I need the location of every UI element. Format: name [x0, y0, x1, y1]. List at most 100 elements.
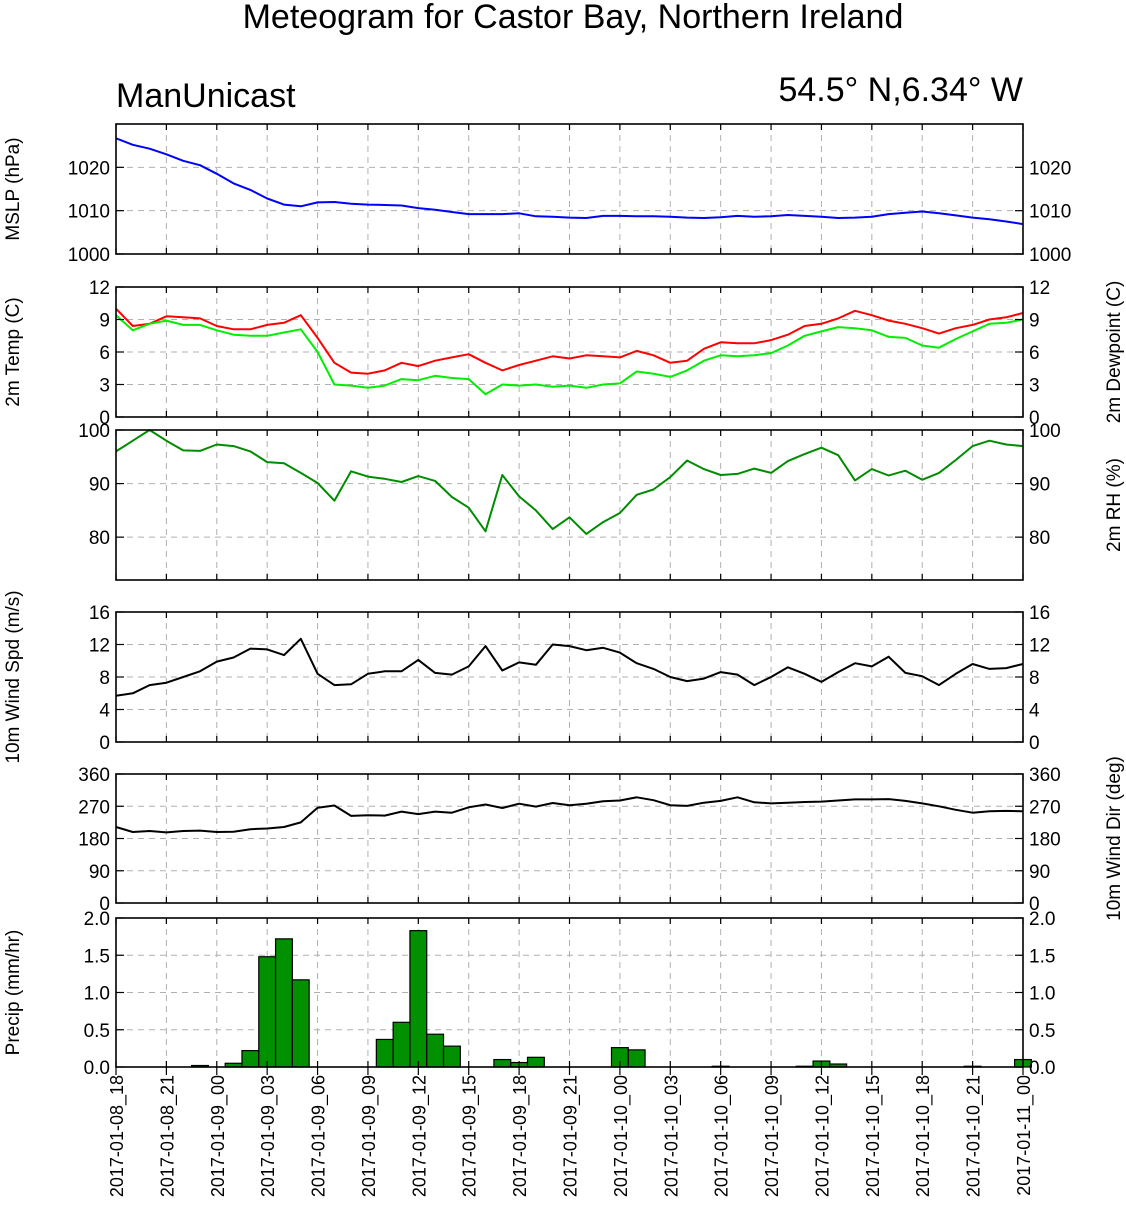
x-tick-label: 2017-01-10_21 [964, 1075, 985, 1197]
y-tick-label-right: 4 [1029, 701, 1040, 722]
temperature-dewpoint-series-line-1 [115, 314, 1024, 396]
precip-bar [375, 1038, 394, 1068]
y-tick-label-right: 270 [1029, 797, 1061, 818]
precip-bar [526, 1056, 545, 1068]
y-tick-label-right: 360 [1029, 765, 1061, 786]
wind-speed-series-line-0 [115, 637, 1024, 697]
x-tick-label: 2017-01-09_21 [561, 1075, 582, 1197]
y-tick-label-right: 1000 [1029, 245, 1071, 266]
precip-bar [258, 956, 277, 1068]
location-coordinates-label: 54.5° N,6.34° W [778, 71, 1023, 109]
y-tick-label-left: 360 [78, 765, 110, 786]
y-tick-label-right: 12 [1029, 636, 1050, 657]
y-tick-label-left: 1.0 [84, 984, 110, 1005]
temperature-dewpoint-series-line-0 [115, 308, 1024, 375]
panel-precipitation: 0.0 0.0 0.5 0.5 1.0 1.0 1.5 1.5 2.0 2.0 Precip (mm… [3, 909, 1055, 1079]
y-tick-label-left: 0 [99, 894, 110, 915]
x-tick-label: 2017-01-10_03 [661, 1075, 682, 1197]
y-axis-label-right: 2m RH (%) [1104, 458, 1125, 552]
y-tick-label-right: 6 [1029, 343, 1040, 364]
x-tick-label: 2017-01-10_15 [863, 1075, 884, 1197]
y-tick-label-right: 180 [1029, 830, 1061, 851]
x-tick-label: 2017-01-10_12 [812, 1075, 833, 1197]
y-tick-label-left: 1020 [68, 158, 110, 179]
y-axis-label-left: MSLP (hPa) [3, 137, 24, 240]
precip-bar [493, 1058, 512, 1068]
x-tick-label: 2017-01-10_18 [913, 1075, 934, 1197]
x-tick-label: 2017-01-09_09 [359, 1075, 380, 1197]
y-tick-label-right: 8 [1029, 668, 1040, 689]
x-tick-label: 2017-01-09_12 [409, 1075, 430, 1197]
grid-lines [116, 287, 1023, 417]
y-axis-label-left: 2m Temp (C) [3, 297, 24, 406]
x-tick-label: 2017-01-08_21 [157, 1075, 178, 1197]
y-tick-label-left: 16 [89, 603, 110, 624]
precip-bar [627, 1049, 646, 1068]
grid-lines [116, 612, 1023, 742]
y-tick-label-left: 1010 [68, 202, 110, 223]
y-tick-label-right: 3 [1029, 376, 1040, 397]
wind-direction-series-line-0 [115, 796, 1024, 834]
precip-bar [274, 938, 293, 1068]
x-tick-label: 2017-01-11_00 [1014, 1075, 1035, 1196]
y-tick-label-right: 1020 [1029, 158, 1071, 179]
grid-lines [116, 430, 1023, 580]
y-tick-label-left: 80 [89, 528, 110, 549]
y-tick-label-left: 270 [78, 797, 110, 818]
y-tick-label-left: 1.5 [84, 946, 110, 967]
y-tick-label-right: 0 [1029, 733, 1040, 754]
grid-lines [116, 774, 1023, 903]
y-tick-label-left: 0 [99, 733, 110, 754]
y-tick-label-right: 100 [1029, 421, 1061, 442]
y-tick-label-right: 90 [1029, 475, 1050, 496]
y-tick-label-left: 0 [99, 408, 110, 429]
y-tick-label-right: 0 [1029, 894, 1040, 915]
y-tick-label-right: 0.0 [1029, 1058, 1055, 1079]
model-name-label: ManUnicast [116, 77, 296, 115]
precip-bar [409, 930, 428, 1068]
y-tick-label-right: 90 [1029, 862, 1050, 883]
y-axis-label-right: 2m Dewpoint (C) [1104, 281, 1125, 424]
y-tick-label-left: 12 [89, 636, 110, 657]
y-tick-label-left: 100 [78, 421, 110, 442]
x-tick-label: 2017-01-10_09 [762, 1075, 783, 1197]
chart-title: Meteogram for Castor Bay, Northern Irela… [243, 0, 904, 36]
y-tick-label-right: 1.5 [1029, 946, 1055, 967]
x-tick-label: 2017-01-09_18 [510, 1075, 531, 1197]
precip-bar [291, 979, 310, 1068]
x-tick-label: 2017-01-10_00 [611, 1075, 632, 1197]
x-tick-label: 2017-01-09_00 [208, 1075, 229, 1197]
y-tick-label-right: 9 [1029, 311, 1040, 332]
y-tick-label-right: 0 [1029, 408, 1040, 429]
y-tick-label-left: 0.0 [84, 1058, 110, 1079]
y-tick-label-left: 4 [99, 701, 110, 722]
y-tick-label-left: 2.0 [84, 909, 110, 930]
grid-lines [116, 124, 1023, 254]
y-tick-label-left: 90 [89, 475, 110, 496]
y-tick-label-left: 12 [89, 278, 110, 299]
panel-mslp: 1000 1000 1010 1010 1020 1020 MSLP (hPa) [3, 123, 1071, 266]
y-tick-label-right: 12 [1029, 278, 1050, 299]
y-axis-label-left: 10m Wind Spd (m/s) [3, 590, 24, 763]
y-tick-label-right: 1.0 [1029, 984, 1055, 1005]
panel-temperature-dewpoint: 0 0 3 3 6 6 9 9 12 12 2m Temp (C) 2m Dewpoint (C) [3, 278, 1125, 429]
grid-lines [116, 918, 1023, 1067]
x-tick-label: 2017-01-09_15 [460, 1075, 481, 1197]
x-tick-label: 2017-01-08_18 [107, 1075, 128, 1197]
y-tick-label-right: 16 [1029, 603, 1050, 624]
y-tick-label-right: 0.5 [1029, 1021, 1055, 1042]
y-tick-label-left: 180 [78, 830, 110, 851]
time-axis: 2017-01-08_18 2017-01-08_21 2017-01-09_00 2… [107, 1067, 1035, 1197]
y-axis-label-right: 10m Wind Dir (deg) [1104, 756, 1125, 921]
y-tick-label-left: 3 [99, 376, 110, 397]
y-tick-label-right: 80 [1029, 528, 1050, 549]
panel-relative-humidity: 80 80 90 90 100 100 2m RH (%) [78, 421, 1125, 581]
y-axis-label-left: Precip (mm/hr) [3, 930, 24, 1056]
precip-bar [442, 1045, 461, 1068]
precip-bar [392, 1021, 411, 1068]
mslp-series-line-0 [115, 137, 1024, 226]
y-tick-label-left: 9 [99, 311, 110, 332]
y-tick-label-left: 6 [99, 343, 110, 364]
